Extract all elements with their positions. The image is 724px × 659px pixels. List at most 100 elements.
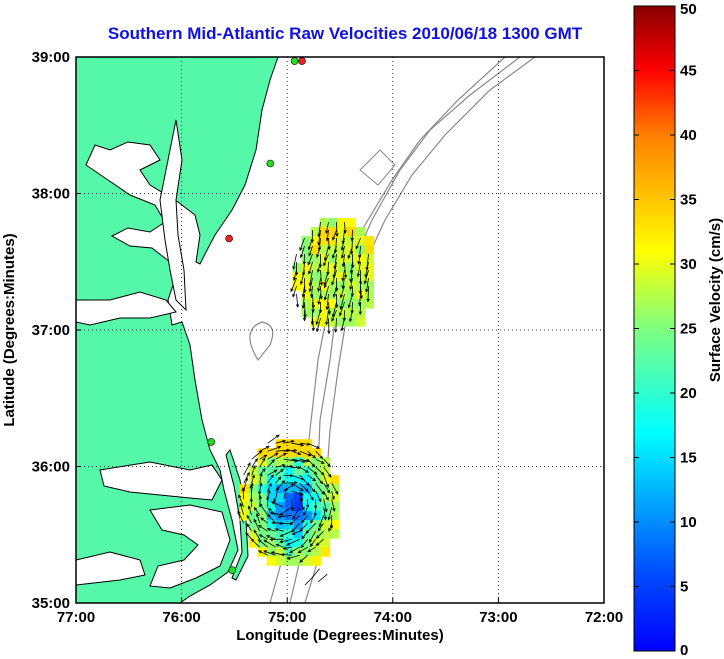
velocity-arrowhead xyxy=(246,514,250,519)
velocity-arrow xyxy=(300,538,309,548)
velocity-arrowhead xyxy=(270,474,274,478)
velocity-cell xyxy=(328,317,338,327)
velocity-cell xyxy=(302,538,313,548)
velocity-arrowhead xyxy=(280,468,285,473)
velocity-arrowhead xyxy=(253,518,257,523)
velocity-cell xyxy=(346,308,356,318)
velocity-arrowhead xyxy=(355,245,359,250)
velocity-cell xyxy=(284,511,295,521)
velocity-cell xyxy=(328,254,338,264)
velocity-cell xyxy=(328,218,338,228)
velocity-arrowhead xyxy=(301,506,305,511)
velocity-arrow xyxy=(316,309,321,325)
velocity-cell xyxy=(355,254,365,264)
velocity-arrowhead xyxy=(274,528,279,532)
velocity-arrow xyxy=(314,507,317,516)
velocity-cell xyxy=(293,484,304,494)
velocity-arrow xyxy=(317,261,321,273)
velocity-cell xyxy=(310,281,320,291)
velocity-cell xyxy=(346,317,356,327)
velocity-arrowhead xyxy=(324,508,328,513)
map-layers xyxy=(76,57,604,603)
velocity-cell xyxy=(319,218,329,228)
velocity-arrowhead xyxy=(307,453,312,457)
velocity-cell xyxy=(337,290,347,300)
velocity-cell xyxy=(329,484,340,494)
velocity-cell xyxy=(328,263,338,273)
velocity-arrowhead xyxy=(325,306,329,311)
velocity-arrow xyxy=(245,532,252,540)
x-tick-label: 73:00 xyxy=(479,609,517,626)
velocity-cell xyxy=(346,227,356,237)
velocity-arrow xyxy=(328,507,333,520)
velocity-arrow xyxy=(292,530,300,535)
velocity-arrowhead xyxy=(259,472,263,477)
velocity-arrowhead xyxy=(252,464,256,469)
velocity-arrow xyxy=(283,450,297,452)
velocity-cell xyxy=(239,502,250,512)
velocity-arrow xyxy=(323,269,329,286)
velocity-arrowhead xyxy=(317,288,321,292)
velocity-arrow xyxy=(279,538,292,543)
velocity-arrow xyxy=(301,514,309,523)
velocity-arrowhead xyxy=(309,543,314,548)
velocity-arrow xyxy=(289,514,300,526)
velocity-cell xyxy=(257,448,268,458)
velocity-arrowhead xyxy=(363,280,368,285)
velocity-arrow xyxy=(246,515,253,524)
velocity-arrow xyxy=(312,318,314,331)
velocity-arrowhead xyxy=(259,482,263,487)
velocity-arrow xyxy=(364,269,369,284)
velocity-arrowhead xyxy=(290,507,294,512)
velocity-cell xyxy=(301,254,311,264)
velocity-arrow xyxy=(303,507,309,516)
velocity-arrowhead xyxy=(299,498,304,502)
velocity-arrowhead xyxy=(256,512,260,517)
velocity-arrow xyxy=(275,544,284,548)
velocity-arrow xyxy=(312,294,314,308)
velocity-arrow xyxy=(316,538,324,546)
velocity-arrow xyxy=(311,568,320,579)
velocity-arrowhead xyxy=(335,491,339,495)
velocity-arrow xyxy=(318,222,321,237)
velocity-arrow xyxy=(350,270,353,282)
velocity-arrowhead xyxy=(310,496,314,501)
velocity-arrow xyxy=(280,530,292,537)
velocity-cell xyxy=(275,529,286,539)
velocity-arrow xyxy=(316,530,324,539)
velocity-arrowhead xyxy=(323,262,327,267)
velocity-cell xyxy=(364,263,374,273)
velocity-cell xyxy=(319,308,329,318)
colorbar-ticks: 0 5 10 15 20 25 30 35 40 45 50 xyxy=(634,1,697,659)
velocity-arrow xyxy=(341,318,345,331)
colorbar-tick-label: 35 xyxy=(680,192,697,209)
velocity-arrowhead xyxy=(341,285,345,290)
velocity-arrow xyxy=(299,466,309,473)
velocity-arrowhead xyxy=(268,507,272,512)
velocity-arrowhead xyxy=(313,471,318,475)
velocity-cell xyxy=(284,529,295,539)
velocity-cell xyxy=(319,290,329,300)
colorbar-tick-label: 10 xyxy=(680,514,697,531)
velocity-arrowhead xyxy=(316,254,320,258)
velocity-arrow xyxy=(342,278,345,289)
velocity-arrowhead xyxy=(269,537,274,542)
velocity-cell xyxy=(275,466,286,476)
velocity-cell xyxy=(275,547,286,557)
velocity-cell xyxy=(257,547,268,557)
velocity-arrowhead xyxy=(258,534,263,538)
velocity-arrow xyxy=(307,466,318,475)
velocity-arrow xyxy=(315,474,323,484)
velocity-cell xyxy=(319,236,329,246)
velocity-arrow xyxy=(259,473,262,484)
velocity-arrowhead xyxy=(311,488,316,493)
velocity-cell xyxy=(310,236,320,246)
velocity-cell xyxy=(292,263,302,273)
velocity-arrow xyxy=(296,294,299,308)
velocity-arrow xyxy=(340,293,345,310)
velocity-arrow xyxy=(316,317,321,332)
x-axis-label: Longitude (Degrees:Minutes) xyxy=(236,627,444,644)
velocity-cell xyxy=(310,308,320,318)
velocity-arrow xyxy=(283,440,294,444)
velocity-arrow xyxy=(251,474,255,484)
